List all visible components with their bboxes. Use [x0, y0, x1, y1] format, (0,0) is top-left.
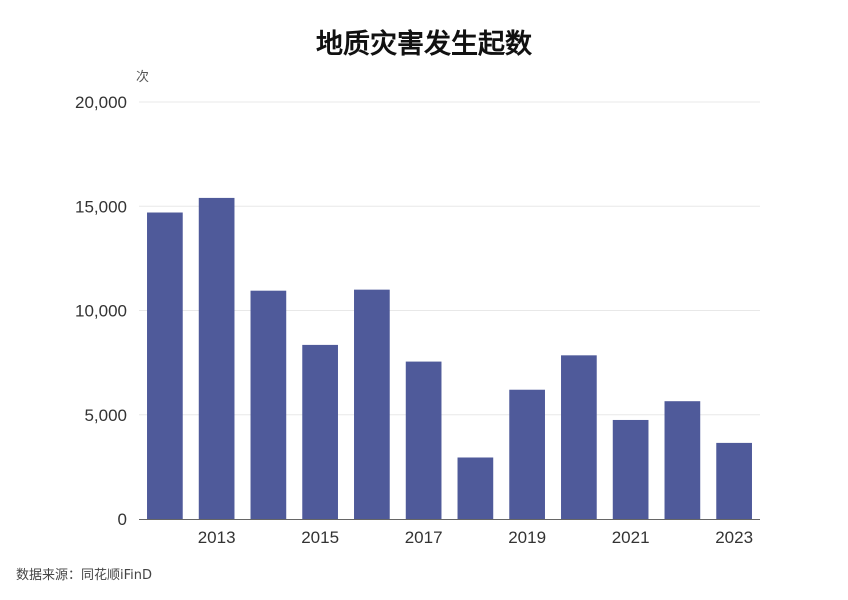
x-tick-label: 2017 — [405, 528, 443, 547]
x-tick-label: 2021 — [612, 528, 650, 547]
y-tick-label: 15,000 — [75, 197, 127, 216]
source-note: 数据来源：同花顺iFinD — [16, 568, 153, 583]
y-axis-ticks: 0 5,000 10,000 15,000 20,000 — [75, 93, 127, 529]
bar-2021 — [612, 419, 649, 519]
y-tick-label: 0 — [118, 510, 127, 529]
grid-lines — [139, 101, 760, 416]
x-tick-label: 2019 — [508, 528, 546, 547]
bar-2017 — [405, 361, 442, 519]
bar-2019 — [509, 389, 545, 519]
y-axis-unit: 次 — [136, 70, 150, 85]
x-tick-label: 2015 — [301, 528, 339, 547]
bar-2022 — [664, 401, 701, 519]
bar-2015 — [302, 344, 338, 519]
x-tick-label: 2013 — [198, 528, 236, 547]
bars — [147, 197, 752, 519]
chart-title: 地质灾害发生起数 — [316, 29, 532, 60]
bar-2013 — [198, 197, 235, 519]
y-tick-label: 10,000 — [75, 302, 127, 321]
x-tick-label: 2023 — [715, 528, 753, 547]
y-tick-label: 5,000 — [84, 406, 127, 425]
y-tick-label: 20,000 — [75, 93, 127, 112]
bar-2012 — [147, 212, 183, 519]
bar-2016 — [354, 289, 390, 519]
bar-2014 — [250, 290, 287, 519]
x-axis-ticks: 2013 2015 2017 2019 2021 2023 — [198, 528, 753, 547]
bar-2020 — [561, 355, 597, 519]
bar-2018 — [457, 457, 494, 519]
bar-2023 — [716, 442, 752, 519]
